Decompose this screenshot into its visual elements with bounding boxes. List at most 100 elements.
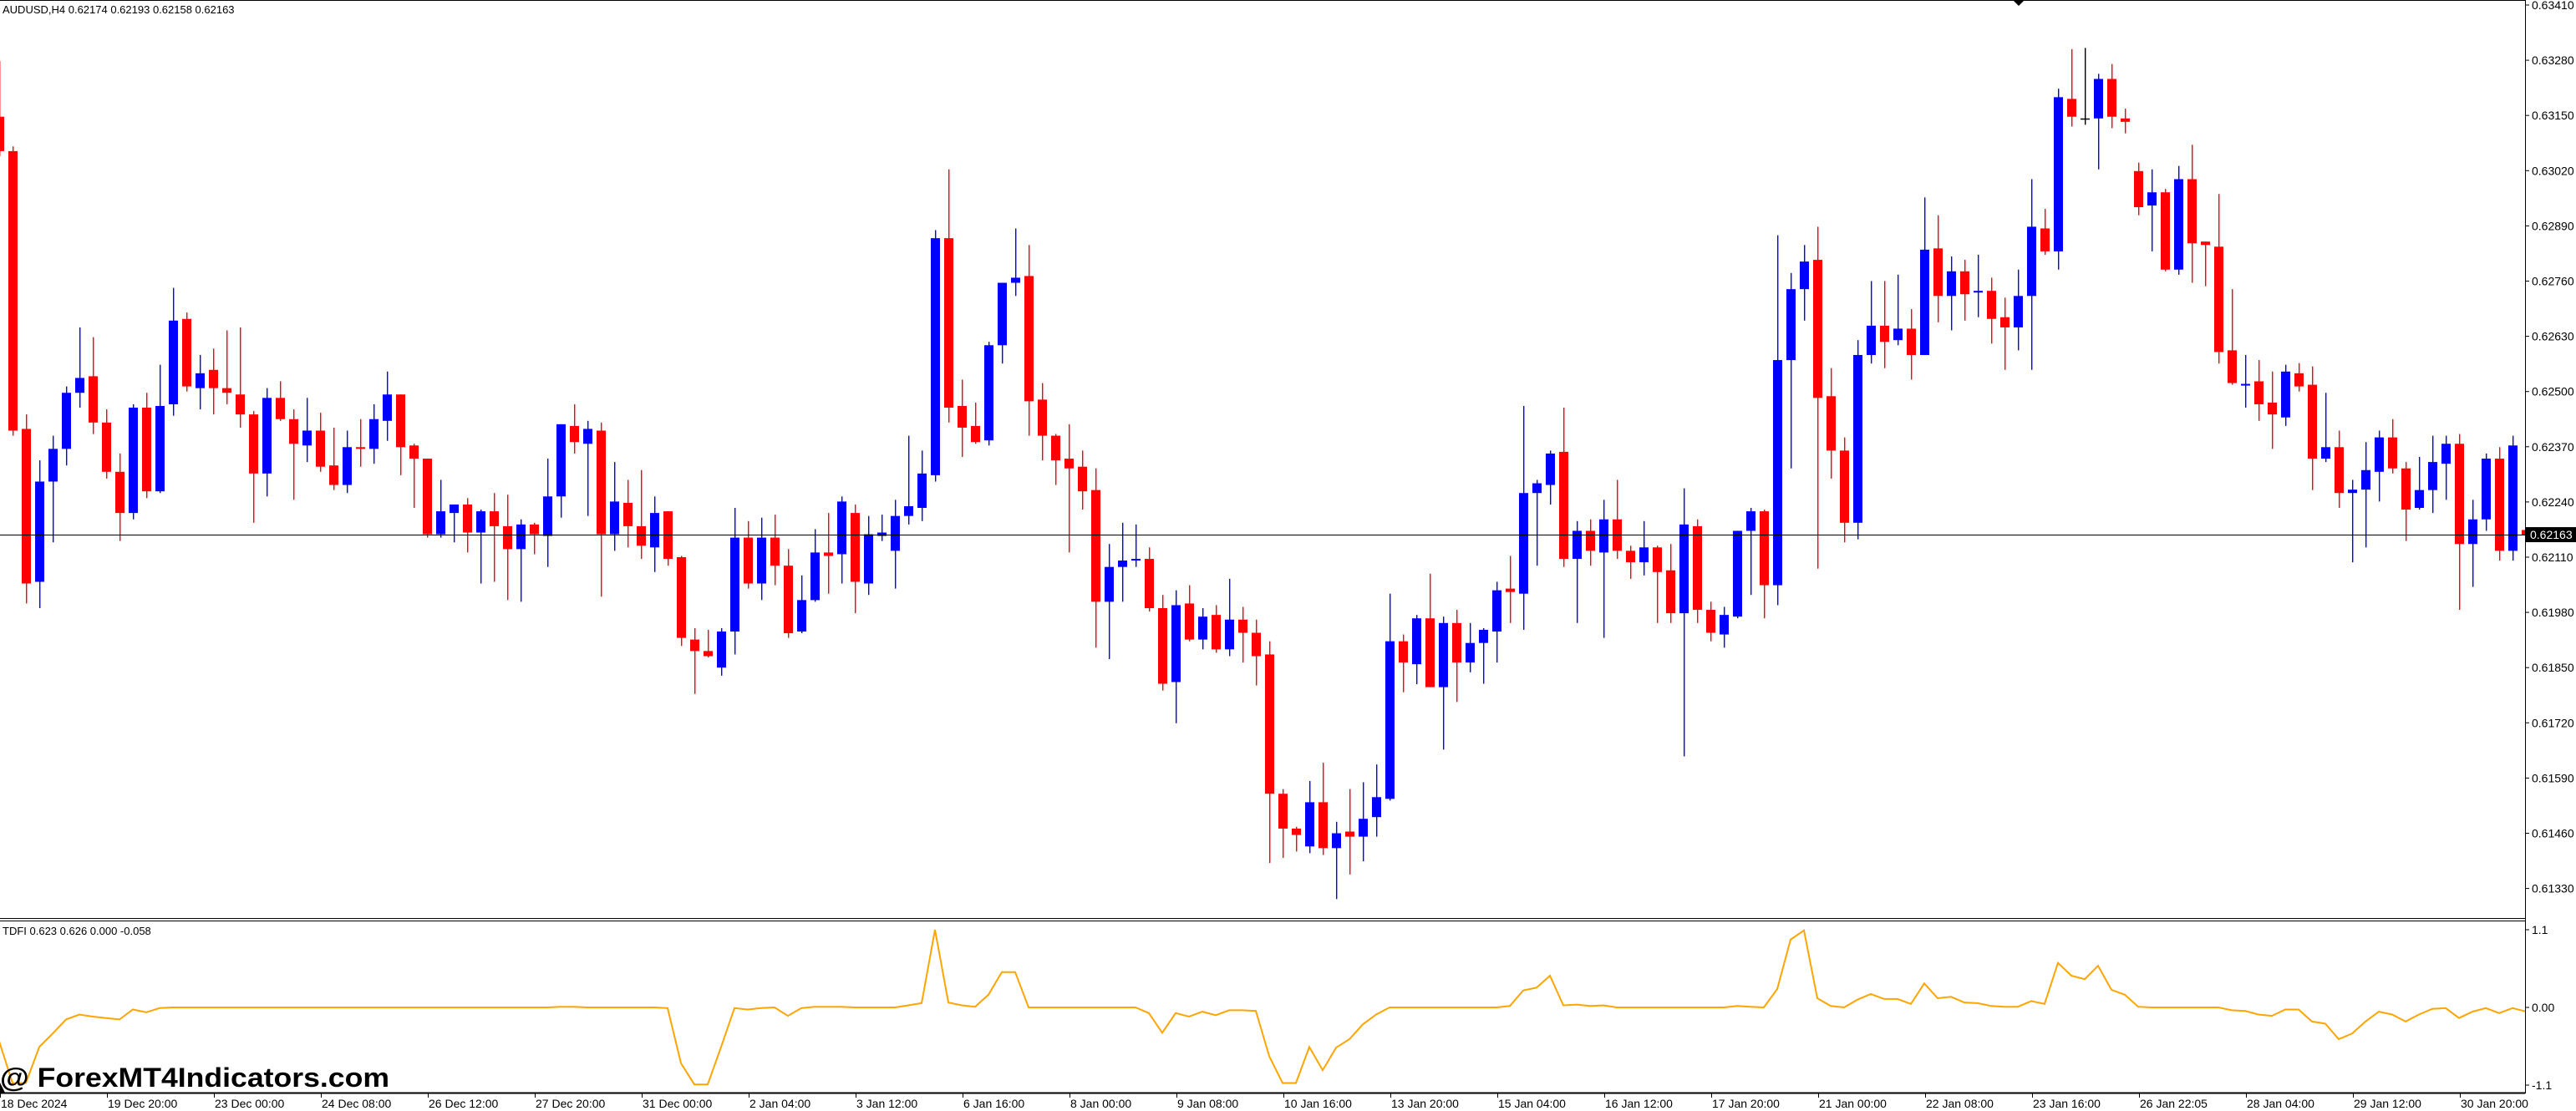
candle <box>1078 450 1087 510</box>
candle-body <box>343 447 352 485</box>
time-tick-label: 22 Jan 08:00 <box>1926 1097 1994 1110</box>
candle-wick <box>694 627 696 694</box>
candle-wick <box>1242 606 1244 663</box>
candle <box>1706 601 1715 642</box>
candle-body <box>236 394 245 415</box>
candle-body <box>2241 383 2250 386</box>
candle-body <box>810 552 820 601</box>
candle-body <box>2054 97 2063 251</box>
candle <box>2321 393 2330 463</box>
time-axis[interactable]: 18 Dec 2024 19 Dec 20:00 23 Dec 00:00 24 De… <box>0 1093 2529 1110</box>
candle-wick <box>1978 254 1979 317</box>
candle-wick <box>333 427 335 490</box>
candle <box>343 430 352 494</box>
candle-body <box>1559 451 1568 560</box>
candle-body <box>1466 642 1475 663</box>
watermark-text: @ ForexMT4Indicators.com <box>0 1063 389 1093</box>
candle <box>142 393 151 499</box>
candle <box>1840 437 1849 543</box>
candle <box>1720 606 1729 648</box>
candle <box>1332 821 1341 900</box>
candle <box>423 459 432 538</box>
candle <box>810 529 820 602</box>
candle <box>530 522 539 555</box>
candle-body <box>2228 350 2237 383</box>
candle-wick <box>708 629 709 657</box>
price-tick-label: 0.61850 <box>2532 661 2574 674</box>
candle-body <box>169 320 178 404</box>
candle <box>0 61 4 157</box>
candle-wick <box>1577 520 1578 623</box>
price-axis[interactable]: 0.63410 0.63280 0.63150 0.63020 0.62890 0.627… <box>2525 0 2574 895</box>
candle-body <box>1011 277 1020 283</box>
candle-body <box>2040 228 2050 251</box>
candle <box>1492 581 1501 663</box>
candle <box>784 549 793 638</box>
candle-wick <box>454 504 455 543</box>
candle-body <box>770 537 780 566</box>
candle <box>998 282 1007 364</box>
candle-body <box>2121 118 2130 122</box>
candle-body <box>2388 437 2397 469</box>
candle-body <box>877 532 887 536</box>
indicator-axis: 1.1 0.00 -1.1 <box>2525 923 2554 1092</box>
candle-body <box>717 631 726 668</box>
candle <box>904 435 913 525</box>
candle <box>1145 547 1154 612</box>
candle <box>1773 235 1782 606</box>
candle-body <box>556 424 566 497</box>
candle-wick <box>975 402 977 444</box>
candle-body <box>276 398 285 419</box>
indicator-tick-label: -1.1 <box>2532 1078 2552 1092</box>
candle <box>1439 616 1448 750</box>
candle-body <box>2308 384 2317 459</box>
candle-wick <box>534 522 536 555</box>
candle <box>450 504 459 543</box>
candle-wick <box>2098 74 2100 170</box>
price-tick-label: 0.63280 <box>2532 53 2574 67</box>
candle <box>824 513 833 594</box>
candle-wick <box>587 420 589 516</box>
candle <box>1038 383 1047 461</box>
candle-body <box>1907 328 1916 355</box>
candle <box>958 379 967 458</box>
time-tick-label: 28 Jan 04:00 <box>2247 1097 2314 1110</box>
candle-body <box>1305 802 1314 847</box>
main-window[interactable]: AUDUSD,H4 0.62174 0.62193 0.62158 0.6216… <box>0 0 2531 900</box>
candle-body <box>1974 291 1983 293</box>
candle-body <box>1893 328 1903 341</box>
price-tick-label: 0.62370 <box>2532 440 2574 454</box>
candle <box>677 556 686 647</box>
candle-wick <box>2071 48 2073 127</box>
indicator-window[interactable]: TDFI 0.623 0.626 0.000 -0.058 1.1 0.00 -1.… <box>0 923 2554 1092</box>
candle <box>2415 457 2424 510</box>
candle-body <box>1038 399 1047 436</box>
candle <box>1318 763 1328 855</box>
candle <box>2121 109 2130 134</box>
candle-body <box>383 394 392 421</box>
candle-body <box>1599 519 1608 553</box>
candle <box>1679 488 1689 757</box>
chart-shift-marker-icon[interactable] <box>2014 1 2024 6</box>
candle-body <box>369 419 379 449</box>
candle <box>2067 48 2076 127</box>
candle-body <box>610 501 619 535</box>
candle <box>89 337 98 434</box>
candle-body <box>1212 615 1221 650</box>
candle-body <box>1091 490 1100 602</box>
candle <box>476 510 485 584</box>
candle <box>1974 254 1983 317</box>
candle-body <box>1278 794 1288 829</box>
candle <box>597 422 606 597</box>
candle-body <box>583 429 592 444</box>
candle <box>1786 272 1796 469</box>
candle-body <box>1479 629 1488 643</box>
candle-wick <box>494 493 495 582</box>
window-separator[interactable] <box>0 918 2525 921</box>
candle <box>2134 162 2143 216</box>
candle <box>463 498 472 553</box>
candle-body <box>1185 603 1194 640</box>
candle <box>2375 430 2384 502</box>
candle <box>1800 245 1809 321</box>
